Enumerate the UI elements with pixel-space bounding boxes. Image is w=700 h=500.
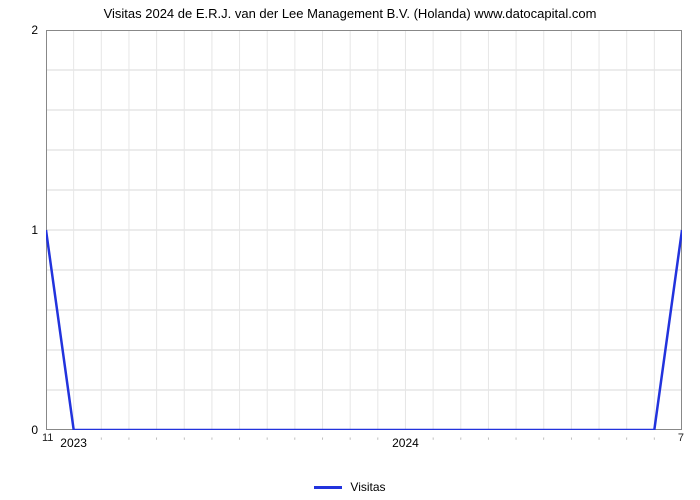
x-minor-tick: ': [211, 430, 213, 448]
chart-container: Visitas 2024 de E.R.J. van der Lee Manag…: [0, 0, 700, 500]
annotation-right: 7: [678, 432, 684, 444]
y-tick-label: 2: [31, 23, 46, 37]
horizontal-gridlines: [46, 30, 682, 430]
x-minor-tick: ': [460, 430, 462, 448]
x-minor-tick: ': [432, 430, 434, 448]
x-minor-tick: ': [515, 430, 517, 448]
x-minor-tick: ': [266, 430, 268, 448]
legend-swatch: [314, 486, 342, 489]
x-minor-tick: ': [570, 430, 572, 448]
x-minor-tick: ': [100, 430, 102, 448]
x-minor-tick: ': [349, 430, 351, 448]
x-minor-tick: ': [128, 430, 130, 448]
x-minor-tick: ': [377, 430, 379, 448]
x-minor-tick: ': [321, 430, 323, 448]
x-minor-tick: ': [156, 430, 158, 448]
x-minor-tick: ': [653, 430, 655, 448]
legend: Visitas: [0, 480, 700, 494]
x-minor-tick: ': [239, 430, 241, 448]
x-minor-tick: ': [294, 430, 296, 448]
x-minor-tick: ': [183, 430, 185, 448]
x-minor-tick: ': [543, 430, 545, 448]
data-series-line: [46, 230, 682, 430]
x-tick-label: 2024: [392, 430, 419, 450]
annotation-left: 11: [42, 432, 53, 444]
x-minor-tick: ': [598, 430, 600, 448]
legend-label: Visitas: [350, 480, 385, 494]
x-tick-label: 2023: [60, 430, 87, 450]
y-tick-label: 1: [31, 223, 46, 237]
x-minor-tick: ': [626, 430, 628, 448]
chart-title: Visitas 2024 de E.R.J. van der Lee Manag…: [0, 6, 700, 21]
plot-area: 0 1 2 2023 2024 '''''''''''''''''''' 11 …: [46, 30, 682, 430]
chart-svg: [46, 30, 682, 430]
x-minor-tick: ': [487, 430, 489, 448]
